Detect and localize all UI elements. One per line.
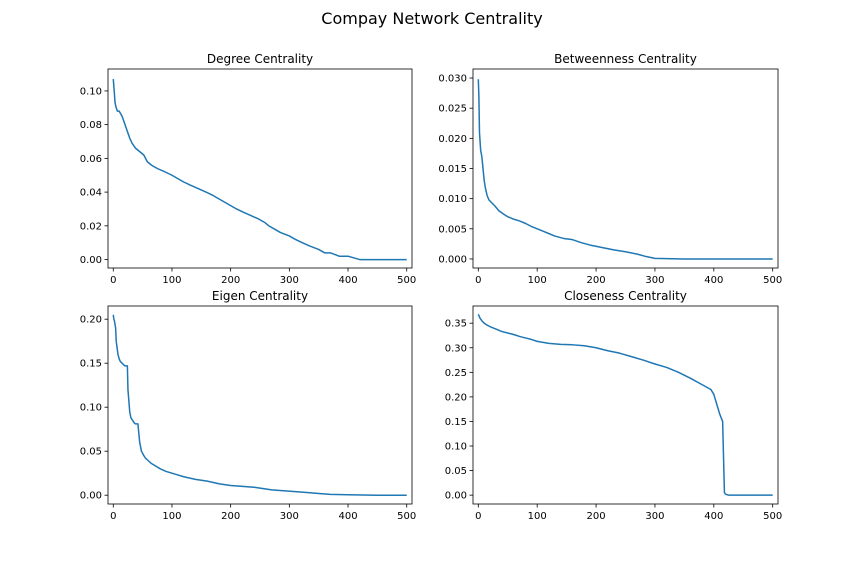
x-tick-label: 400 (338, 275, 357, 286)
series-line (477, 314, 773, 496)
y-tick-label: 0.015 (438, 164, 467, 175)
y-tick-label: 0.00 (80, 255, 102, 266)
x-tick-label: 400 (338, 511, 357, 522)
y-tick-label: 0.10 (80, 86, 102, 97)
axes-frame (472, 305, 779, 505)
x-tick-label: 200 (221, 511, 240, 522)
y-tick-label: 0.30 (445, 343, 467, 354)
series-line (112, 314, 407, 496)
x-tick-label: 500 (763, 511, 782, 522)
y-tick-label: 0.00 (445, 491, 467, 502)
x-tick-label: 0 (110, 275, 116, 286)
y-tick-label: 0.005 (438, 224, 467, 235)
x-tick-label: 300 (280, 275, 299, 286)
x-tick-label: 400 (704, 511, 723, 522)
x-tick-label: 500 (763, 275, 782, 286)
subplot-title-degree: Degree Centrality (207, 52, 313, 66)
x-tick-label: 200 (221, 275, 240, 286)
x-tick-label: 100 (162, 511, 181, 522)
y-tick-label: 0.000 (438, 254, 467, 265)
x-tick-label: 300 (280, 511, 299, 522)
subplot-degree: Degree Centrality 0 100 200 300 400 500 0.00 0.… (80, 52, 417, 286)
series-line (112, 79, 407, 261)
y-tick-label: 0.20 (80, 315, 102, 326)
y-tick-label: 0.15 (80, 359, 102, 370)
y-tick-label: 0.25 (445, 368, 467, 379)
subplot-closeness: Closeness Centrality 0 100 200 300 400 500 0.0… (445, 289, 783, 522)
subplot-title-closeness: Closeness Centrality (564, 289, 687, 303)
x-tick-label: 0 (475, 275, 481, 286)
x-tick-label: 100 (528, 511, 547, 522)
y-tick-label: 0.10 (445, 442, 467, 453)
y-tick-label: 0.06 (80, 154, 102, 165)
x-tick-label: 200 (587, 275, 606, 286)
y-tick-label: 0.00 (80, 491, 102, 502)
axes-frame (472, 68, 779, 269)
axes-frame (107, 305, 413, 505)
axes-frame (107, 68, 413, 269)
y-tick-label: 0.025 (438, 104, 467, 115)
subplot-eigen: Eigen Centrality 0 100 200 300 400 500 0.00 0.0… (80, 289, 417, 522)
y-tick-label: 0.030 (438, 74, 467, 85)
y-tick-label: 0.35 (445, 319, 467, 330)
y-tick-label: 0.05 (445, 466, 467, 477)
subplot-title-eigen: Eigen Centrality (212, 289, 308, 303)
x-tick-label: 300 (645, 275, 664, 286)
y-tick-label: 0.05 (80, 447, 102, 458)
y-tick-label: 0.020 (438, 134, 467, 145)
x-tick-label: 500 (397, 275, 416, 286)
figure-title: Compay Network Centrality (321, 9, 542, 28)
subplot-title-betweenness: Betweenness Centrality (554, 52, 697, 66)
x-tick-label: 300 (645, 511, 664, 522)
x-tick-label: 500 (397, 511, 416, 522)
y-tick-label: 0.20 (445, 392, 467, 403)
y-tick-label: 0.04 (80, 188, 102, 199)
x-tick-label: 0 (110, 511, 116, 522)
y-tick-label: 0.15 (445, 417, 467, 428)
y-tick-label: 0.02 (80, 221, 102, 232)
x-tick-label: 400 (704, 275, 723, 286)
y-tick-label: 0.010 (438, 194, 467, 205)
y-tick-label: 0.10 (80, 403, 102, 414)
series-line (477, 79, 773, 260)
x-tick-label: 0 (475, 511, 481, 522)
x-tick-label: 100 (162, 275, 181, 286)
subplot-betweenness: Betweenness Centrality 0 100 200 300 400 500 0… (438, 52, 782, 286)
x-tick-label: 200 (587, 511, 606, 522)
x-tick-label: 100 (528, 275, 547, 286)
y-tick-label: 0.08 (80, 120, 102, 131)
